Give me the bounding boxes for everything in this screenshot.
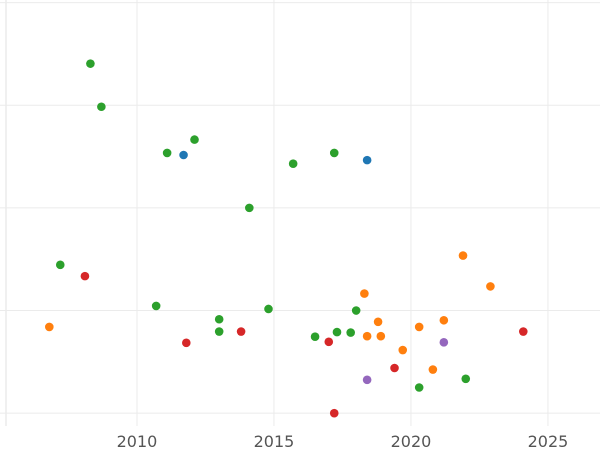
data-point (55, 260, 65, 270)
x-tick-label: 2025 (528, 432, 569, 450)
x-tick-label: 2015 (254, 432, 295, 450)
data-point (97, 102, 106, 112)
data-point (360, 289, 369, 298)
data-point (214, 314, 224, 324)
data-point (376, 331, 386, 341)
data-point (190, 135, 199, 144)
data-point (362, 155, 372, 165)
data-point (428, 365, 438, 374)
data-point (151, 301, 161, 311)
data-point (332, 327, 342, 337)
data-point (362, 375, 372, 385)
data-point (351, 306, 361, 315)
data-point (461, 374, 471, 384)
data-point (346, 328, 355, 337)
x-tick-labels: 2010 2015 2020 2025 (117, 432, 569, 450)
data-point (414, 383, 424, 392)
data-point (288, 159, 298, 169)
data-point (373, 317, 383, 327)
data-point (390, 363, 399, 373)
data-point (486, 282, 495, 291)
data-point (398, 345, 408, 355)
data-point (80, 271, 90, 281)
data-point (439, 338, 449, 347)
data-point (414, 322, 424, 332)
data-point (182, 338, 191, 348)
data-point (439, 315, 449, 325)
data-point (45, 322, 54, 332)
data-point (310, 332, 320, 341)
x-tick-label: 2020 (391, 432, 432, 450)
data-point (324, 337, 334, 347)
data-point (329, 148, 339, 158)
data-point (329, 408, 339, 418)
data-point (236, 327, 246, 336)
data-point (86, 59, 95, 68)
data-point (179, 150, 188, 160)
data-points (45, 59, 528, 418)
data-point (362, 331, 372, 341)
data-point (162, 148, 172, 158)
x-tick-label: 2010 (117, 432, 158, 450)
data-point (518, 327, 528, 336)
data-point (264, 304, 273, 314)
data-point (245, 203, 254, 213)
data-point (458, 251, 468, 260)
data-point (214, 327, 224, 336)
